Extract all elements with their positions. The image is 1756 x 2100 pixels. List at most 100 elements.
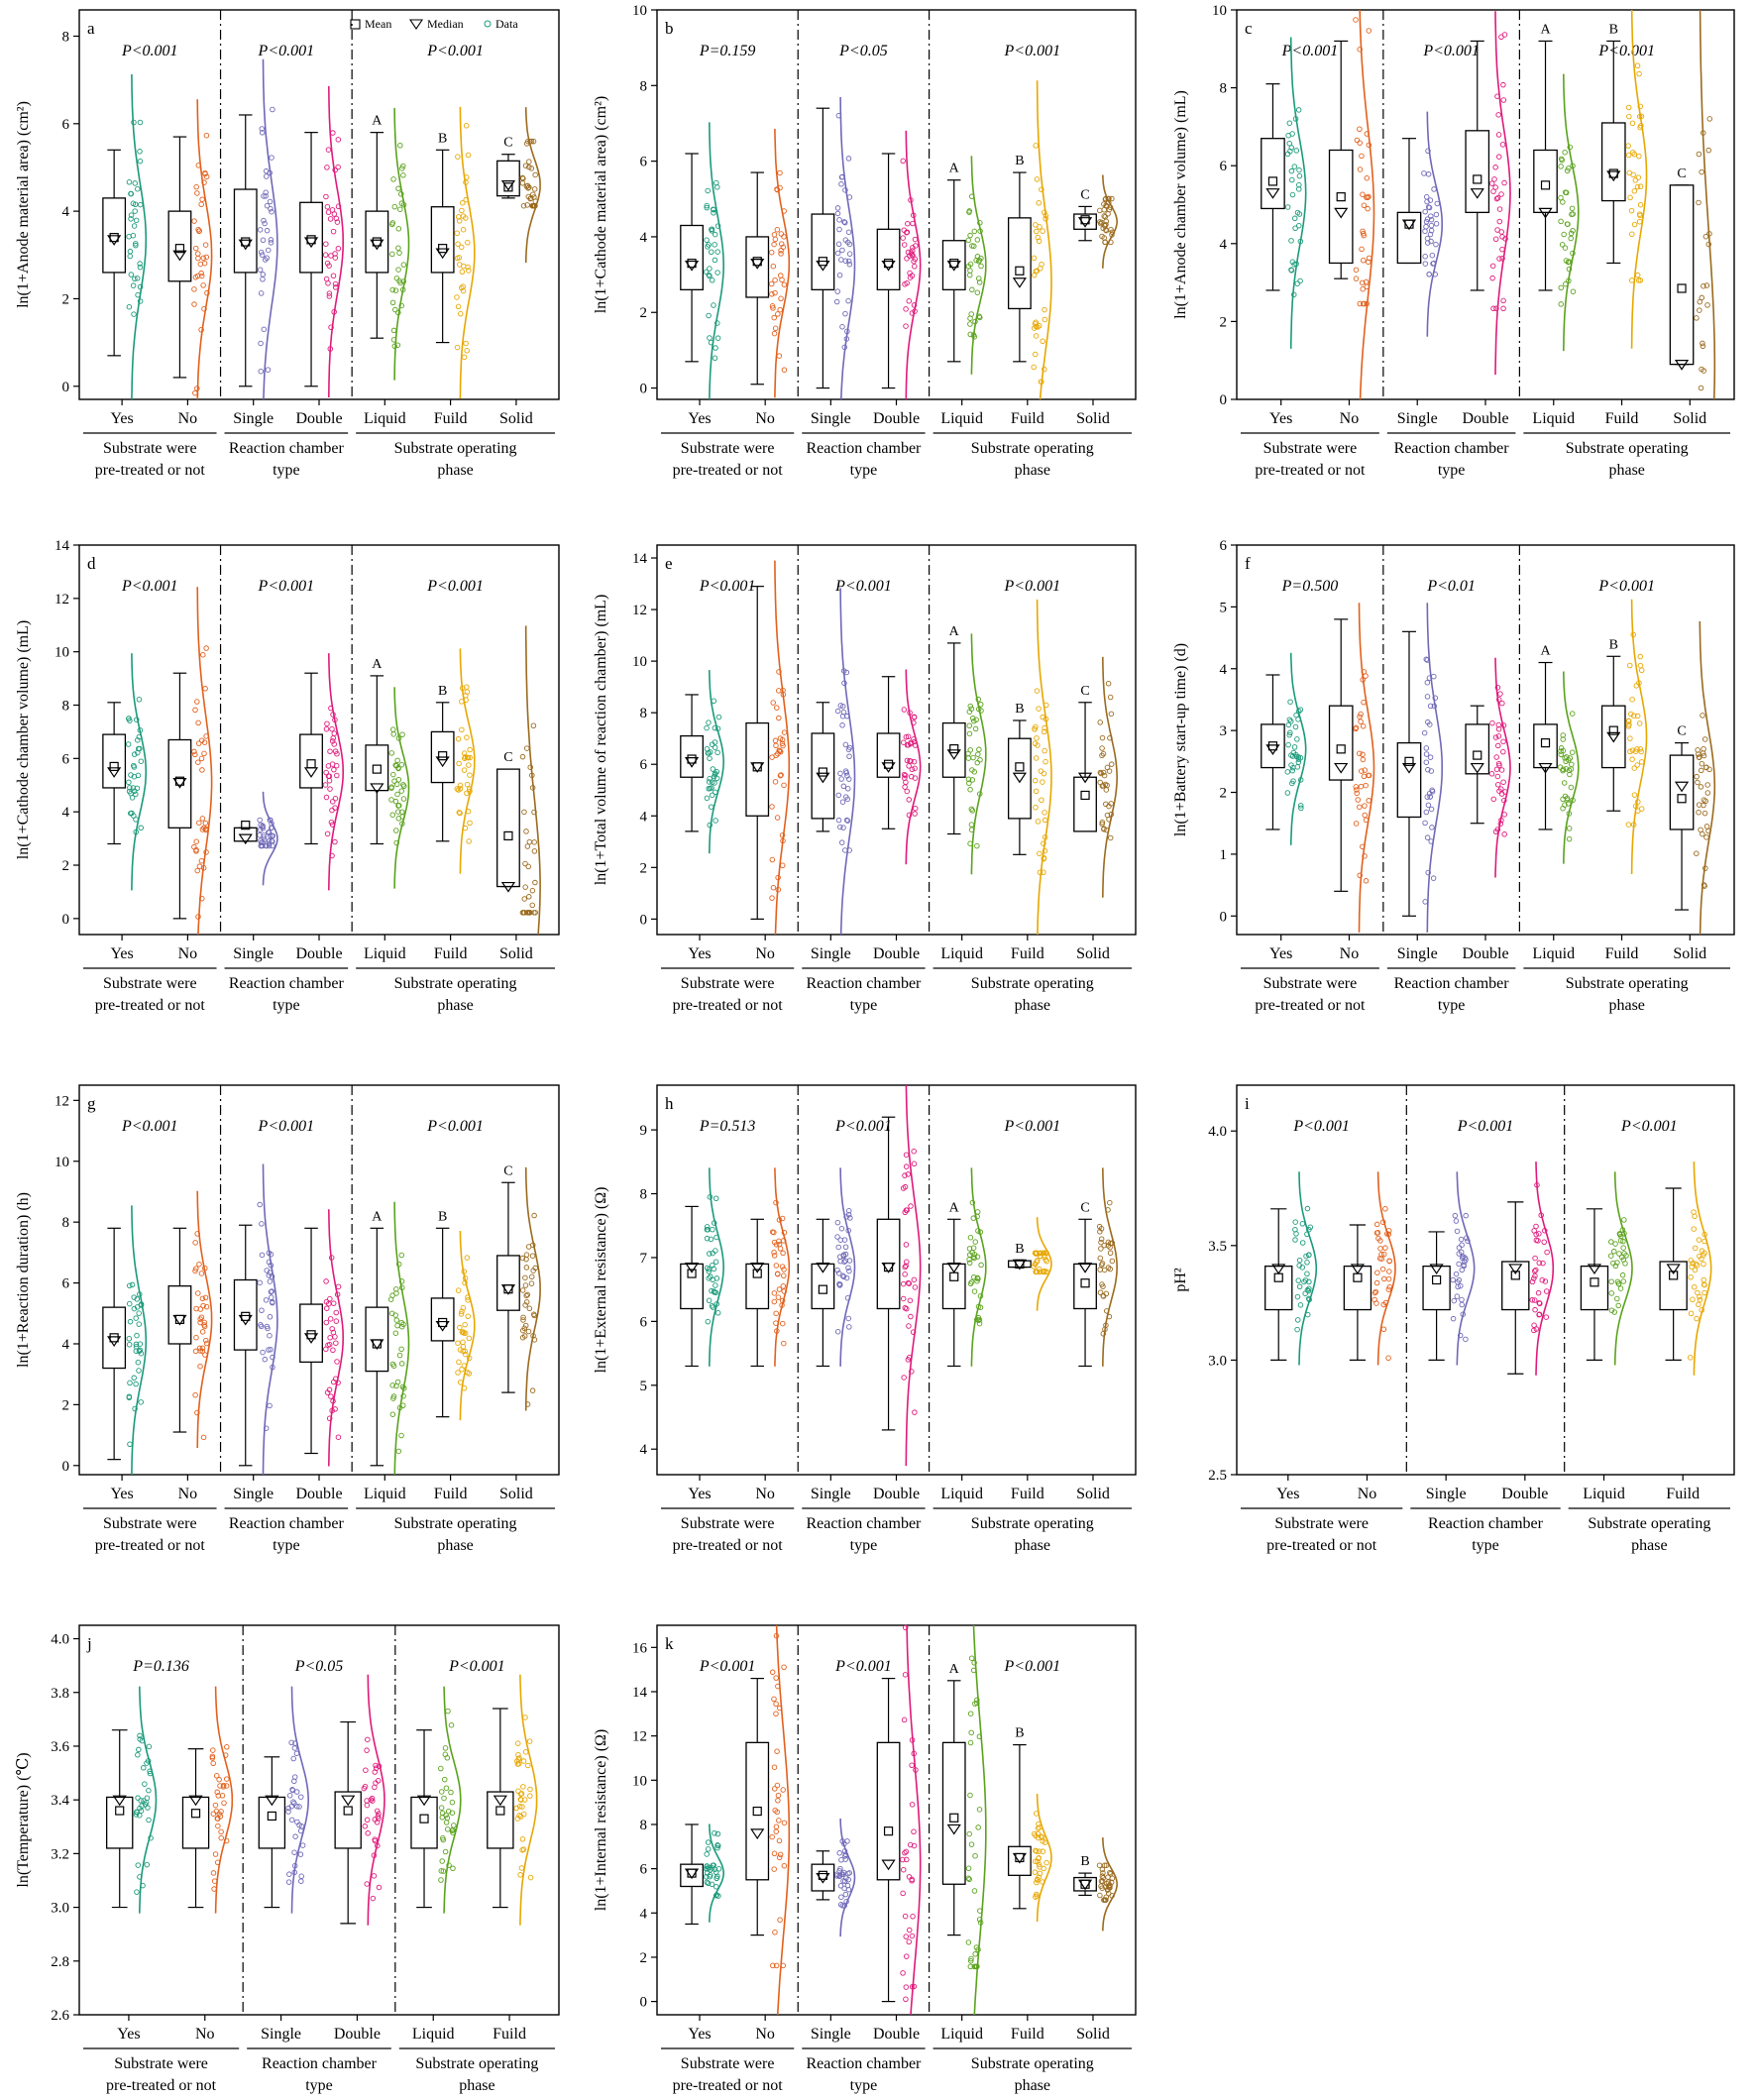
data-point bbox=[1704, 782, 1710, 788]
data-point bbox=[134, 1296, 141, 1302]
data-point bbox=[323, 193, 329, 200]
mean-marker bbox=[1267, 176, 1278, 186]
data-point bbox=[845, 229, 852, 235]
data-point bbox=[772, 325, 779, 332]
data-point bbox=[842, 741, 849, 748]
data-point bbox=[903, 733, 910, 740]
median-marker bbox=[881, 1263, 896, 1273]
data-point bbox=[521, 1797, 528, 1803]
data-point bbox=[840, 783, 847, 790]
data-point bbox=[965, 755, 972, 761]
median-marker bbox=[1470, 188, 1484, 199]
data-point bbox=[1701, 882, 1707, 888]
data-point bbox=[1385, 1275, 1392, 1282]
data-point bbox=[133, 1381, 139, 1387]
data-point bbox=[269, 208, 274, 215]
data-point bbox=[836, 272, 843, 278]
data-point bbox=[1362, 812, 1368, 819]
data-point bbox=[1562, 755, 1568, 761]
data-point bbox=[771, 1290, 778, 1296]
data-point bbox=[195, 759, 201, 765]
data-point bbox=[395, 1261, 402, 1268]
data-point bbox=[136, 1368, 142, 1374]
data-point bbox=[1366, 798, 1372, 804]
data-point bbox=[1374, 1270, 1380, 1275]
mean-marker bbox=[109, 761, 119, 772]
data-point bbox=[332, 280, 339, 287]
data-point bbox=[1034, 688, 1041, 694]
data-point bbox=[364, 1802, 371, 1809]
data-point bbox=[773, 1310, 779, 1317]
data-point bbox=[398, 1323, 405, 1330]
data-point bbox=[1288, 167, 1295, 174]
data-point bbox=[909, 766, 916, 773]
data-point bbox=[1359, 246, 1365, 253]
data-point bbox=[459, 726, 465, 733]
iqr-box bbox=[1007, 1845, 1032, 1876]
mean-marker bbox=[1590, 1277, 1599, 1287]
data-point bbox=[704, 1224, 711, 1230]
y-tick-label: 8 bbox=[1220, 81, 1228, 97]
data-point bbox=[1634, 62, 1641, 69]
data-point bbox=[1034, 735, 1040, 741]
group-title-line1: Substrate were bbox=[114, 2055, 208, 2072]
data-point bbox=[1423, 745, 1430, 751]
data-point bbox=[1558, 284, 1564, 291]
data-point bbox=[1034, 176, 1041, 182]
data-point bbox=[1454, 1293, 1461, 1299]
data-point bbox=[1629, 697, 1635, 703]
data-point bbox=[1296, 186, 1302, 192]
data-point bbox=[1042, 817, 1048, 824]
y-tick-label: 6 bbox=[640, 1314, 648, 1330]
data-point bbox=[392, 798, 399, 805]
data-point bbox=[324, 720, 330, 727]
data-point bbox=[269, 1288, 274, 1294]
data-point bbox=[1103, 227, 1109, 233]
data-point bbox=[1377, 1238, 1383, 1244]
data-point bbox=[838, 1857, 844, 1863]
group-title-line2: type bbox=[1472, 1537, 1499, 1554]
significance-letter: A bbox=[1540, 644, 1551, 659]
data-point bbox=[203, 254, 210, 261]
data-point bbox=[267, 1332, 273, 1339]
y-tick-label: 4 bbox=[640, 1442, 648, 1458]
data-point bbox=[137, 261, 143, 267]
data-point bbox=[1489, 719, 1495, 726]
y-tick-label: 16 bbox=[632, 1640, 648, 1656]
data-point bbox=[901, 1375, 907, 1381]
data-point bbox=[706, 312, 712, 319]
data-point bbox=[1289, 780, 1295, 787]
iqr-box bbox=[1073, 1263, 1097, 1310]
data-point bbox=[1042, 209, 1047, 216]
data-point bbox=[1354, 790, 1360, 797]
data-point bbox=[523, 829, 529, 834]
data-point bbox=[323, 725, 330, 732]
data-point bbox=[1694, 773, 1700, 780]
data-point bbox=[1101, 206, 1108, 213]
data-point bbox=[1700, 340, 1705, 347]
data-point bbox=[364, 1881, 371, 1887]
data-point bbox=[261, 217, 267, 224]
box-yes bbox=[106, 1686, 158, 1914]
data-point bbox=[839, 247, 845, 254]
data-point bbox=[448, 1789, 454, 1796]
data-point bbox=[1637, 746, 1644, 752]
data-point bbox=[839, 1272, 846, 1279]
data-point bbox=[839, 703, 846, 710]
data-point bbox=[1636, 218, 1643, 225]
data-point bbox=[218, 1828, 224, 1835]
data-point bbox=[324, 260, 331, 267]
data-point bbox=[769, 291, 775, 297]
data-point bbox=[838, 181, 844, 187]
data-point bbox=[1691, 1226, 1697, 1232]
density-curve bbox=[1426, 111, 1444, 337]
data-point bbox=[1608, 1239, 1614, 1245]
data-point bbox=[527, 1874, 534, 1881]
data-point bbox=[1638, 759, 1645, 765]
p-value-label: P=0.136 bbox=[132, 1658, 189, 1675]
median-marker bbox=[107, 767, 122, 778]
median-marker bbox=[370, 1339, 384, 1351]
data-point bbox=[1562, 149, 1568, 156]
data-point bbox=[776, 747, 782, 753]
